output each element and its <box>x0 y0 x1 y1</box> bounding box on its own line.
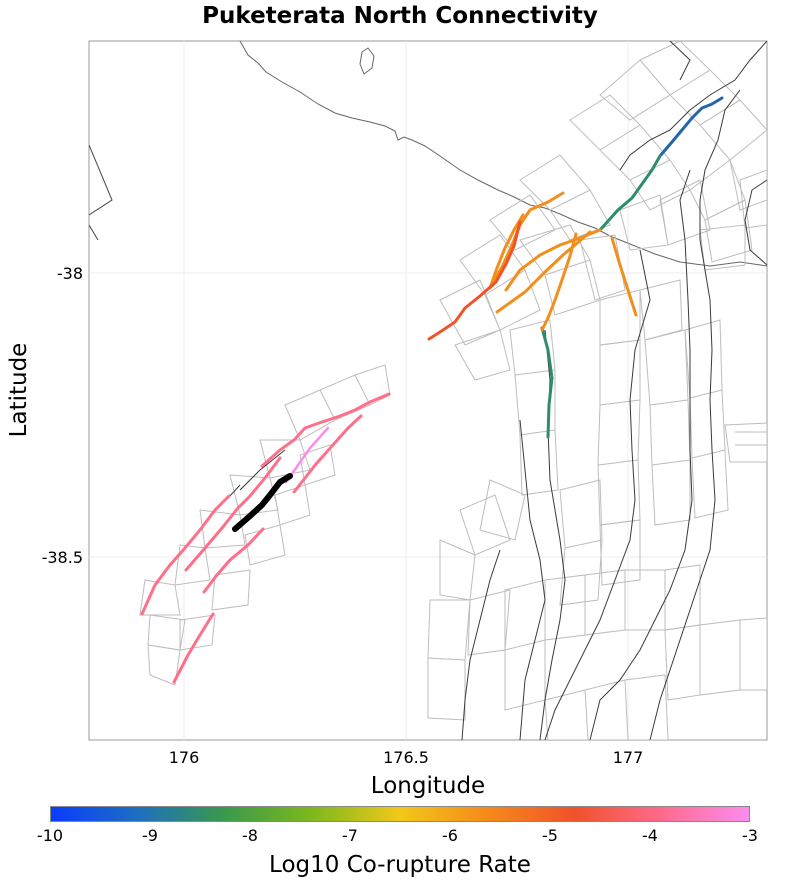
rupture-pink-4 <box>184 456 282 572</box>
colorbar-tick--5: -5 <box>542 826 558 845</box>
colorbar-tick--10: -10 <box>36 826 64 845</box>
y-tick--38: -38 <box>57 264 83 283</box>
colorbar-tick--4: -4 <box>642 826 658 845</box>
chart-title: Puketerata North Connectivity <box>202 3 598 29</box>
fault-outlines <box>139 41 767 740</box>
rupture-teal-north <box>598 154 662 232</box>
rupture-orange-4 <box>495 230 592 314</box>
rupture-orange-2 <box>488 213 525 290</box>
colorbar <box>50 806 750 822</box>
y-tick--38.5: -38.5 <box>42 548 83 567</box>
rupture-traces <box>140 96 724 684</box>
colorbar-tick--7: -7 <box>342 826 358 845</box>
rupture-orange-6 <box>610 236 638 317</box>
rupture-teal-south <box>540 326 554 439</box>
colorbar-tick--8: -8 <box>242 826 258 845</box>
rupture-pink-2 <box>292 414 363 494</box>
rupture-red-1 <box>427 220 522 341</box>
rupture-blue <box>658 96 724 158</box>
colorbar-title: Log10 Co-rupture Rate <box>269 852 531 878</box>
colorbar-tick--9: -9 <box>142 826 158 845</box>
plot-frame <box>88 40 768 741</box>
x-tick-176: 176 <box>169 748 200 767</box>
coast-west <box>89 144 113 241</box>
x-axis-title: Longitude <box>371 773 485 799</box>
colorbar-tick--6: -6 <box>442 826 458 845</box>
rupture-pink-1 <box>260 392 391 468</box>
island <box>359 47 375 75</box>
parent-fault-trace <box>232 473 293 532</box>
rupture-orange-5 <box>540 232 578 332</box>
other-fault-traces <box>228 41 767 740</box>
rupture-pink-5 <box>202 527 265 594</box>
coastline <box>239 41 767 267</box>
colorbar-tick--3: -3 <box>742 826 758 845</box>
map-plot[interactable]: 176 176.5 177 -38 -38.5 Longitude Latitu… <box>0 0 800 800</box>
rupture-pink-3 <box>140 494 231 616</box>
x-tick-177: 177 <box>613 748 644 767</box>
y-axis-title: Latitude <box>6 343 32 438</box>
rupture-pink-6 <box>172 612 215 684</box>
x-tick-176.5: 176.5 <box>383 748 429 767</box>
